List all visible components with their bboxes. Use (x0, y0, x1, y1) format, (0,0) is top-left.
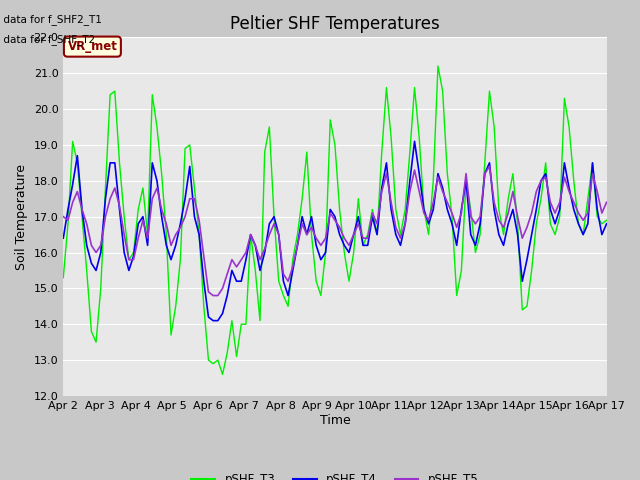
pSHF_T4 (163, 242, 170, 248)
pSHF_T5 (163, 221, 170, 227)
pSHF_T5 (486, 164, 493, 169)
pSHF_T3 (219, 372, 227, 377)
pSHF_T5 (603, 199, 611, 205)
Text: No data for f_SHF2_T1: No data for f_SHF2_T1 (0, 14, 102, 25)
pSHF_T5 (205, 289, 212, 295)
pSHF_T3 (308, 232, 316, 238)
Text: No data for f_SHF_T2: No data for f_SHF_T2 (0, 34, 96, 45)
pSHF_T3 (434, 63, 442, 69)
pSHF_T4 (209, 318, 217, 324)
pSHF_T3 (603, 217, 611, 223)
pSHF_T4 (575, 221, 582, 227)
pSHF_T3 (205, 357, 212, 363)
pSHF_T5 (186, 196, 193, 202)
pSHF_T5 (308, 225, 316, 230)
pSHF_T5 (60, 214, 67, 219)
pSHF_T4 (603, 221, 611, 227)
pSHF_T4 (308, 214, 316, 219)
pSHF_T4 (60, 235, 67, 241)
Text: VR_met: VR_met (67, 40, 117, 53)
Title: Peltier SHF Temperatures: Peltier SHF Temperatures (230, 15, 440, 33)
pSHF_T3 (163, 232, 170, 238)
Y-axis label: Soil Temperature: Soil Temperature (15, 164, 28, 270)
pSHF_T4 (172, 242, 180, 248)
pSHF_T5 (209, 293, 217, 299)
X-axis label: Time: Time (319, 414, 350, 427)
pSHF_T4 (411, 138, 419, 144)
Line: pSHF_T3: pSHF_T3 (63, 66, 607, 374)
Line: pSHF_T5: pSHF_T5 (63, 167, 607, 296)
pSHF_T3 (186, 142, 193, 148)
Line: pSHF_T4: pSHF_T4 (63, 141, 607, 321)
pSHF_T4 (205, 314, 212, 320)
pSHF_T4 (186, 164, 193, 169)
pSHF_T3 (575, 221, 582, 227)
Legend: pSHF_T3, pSHF_T4, pSHF_T5: pSHF_T3, pSHF_T4, pSHF_T5 (187, 468, 483, 480)
pSHF_T5 (172, 232, 180, 238)
pSHF_T3 (172, 303, 180, 309)
pSHF_T5 (575, 210, 582, 216)
pSHF_T3 (60, 275, 67, 280)
